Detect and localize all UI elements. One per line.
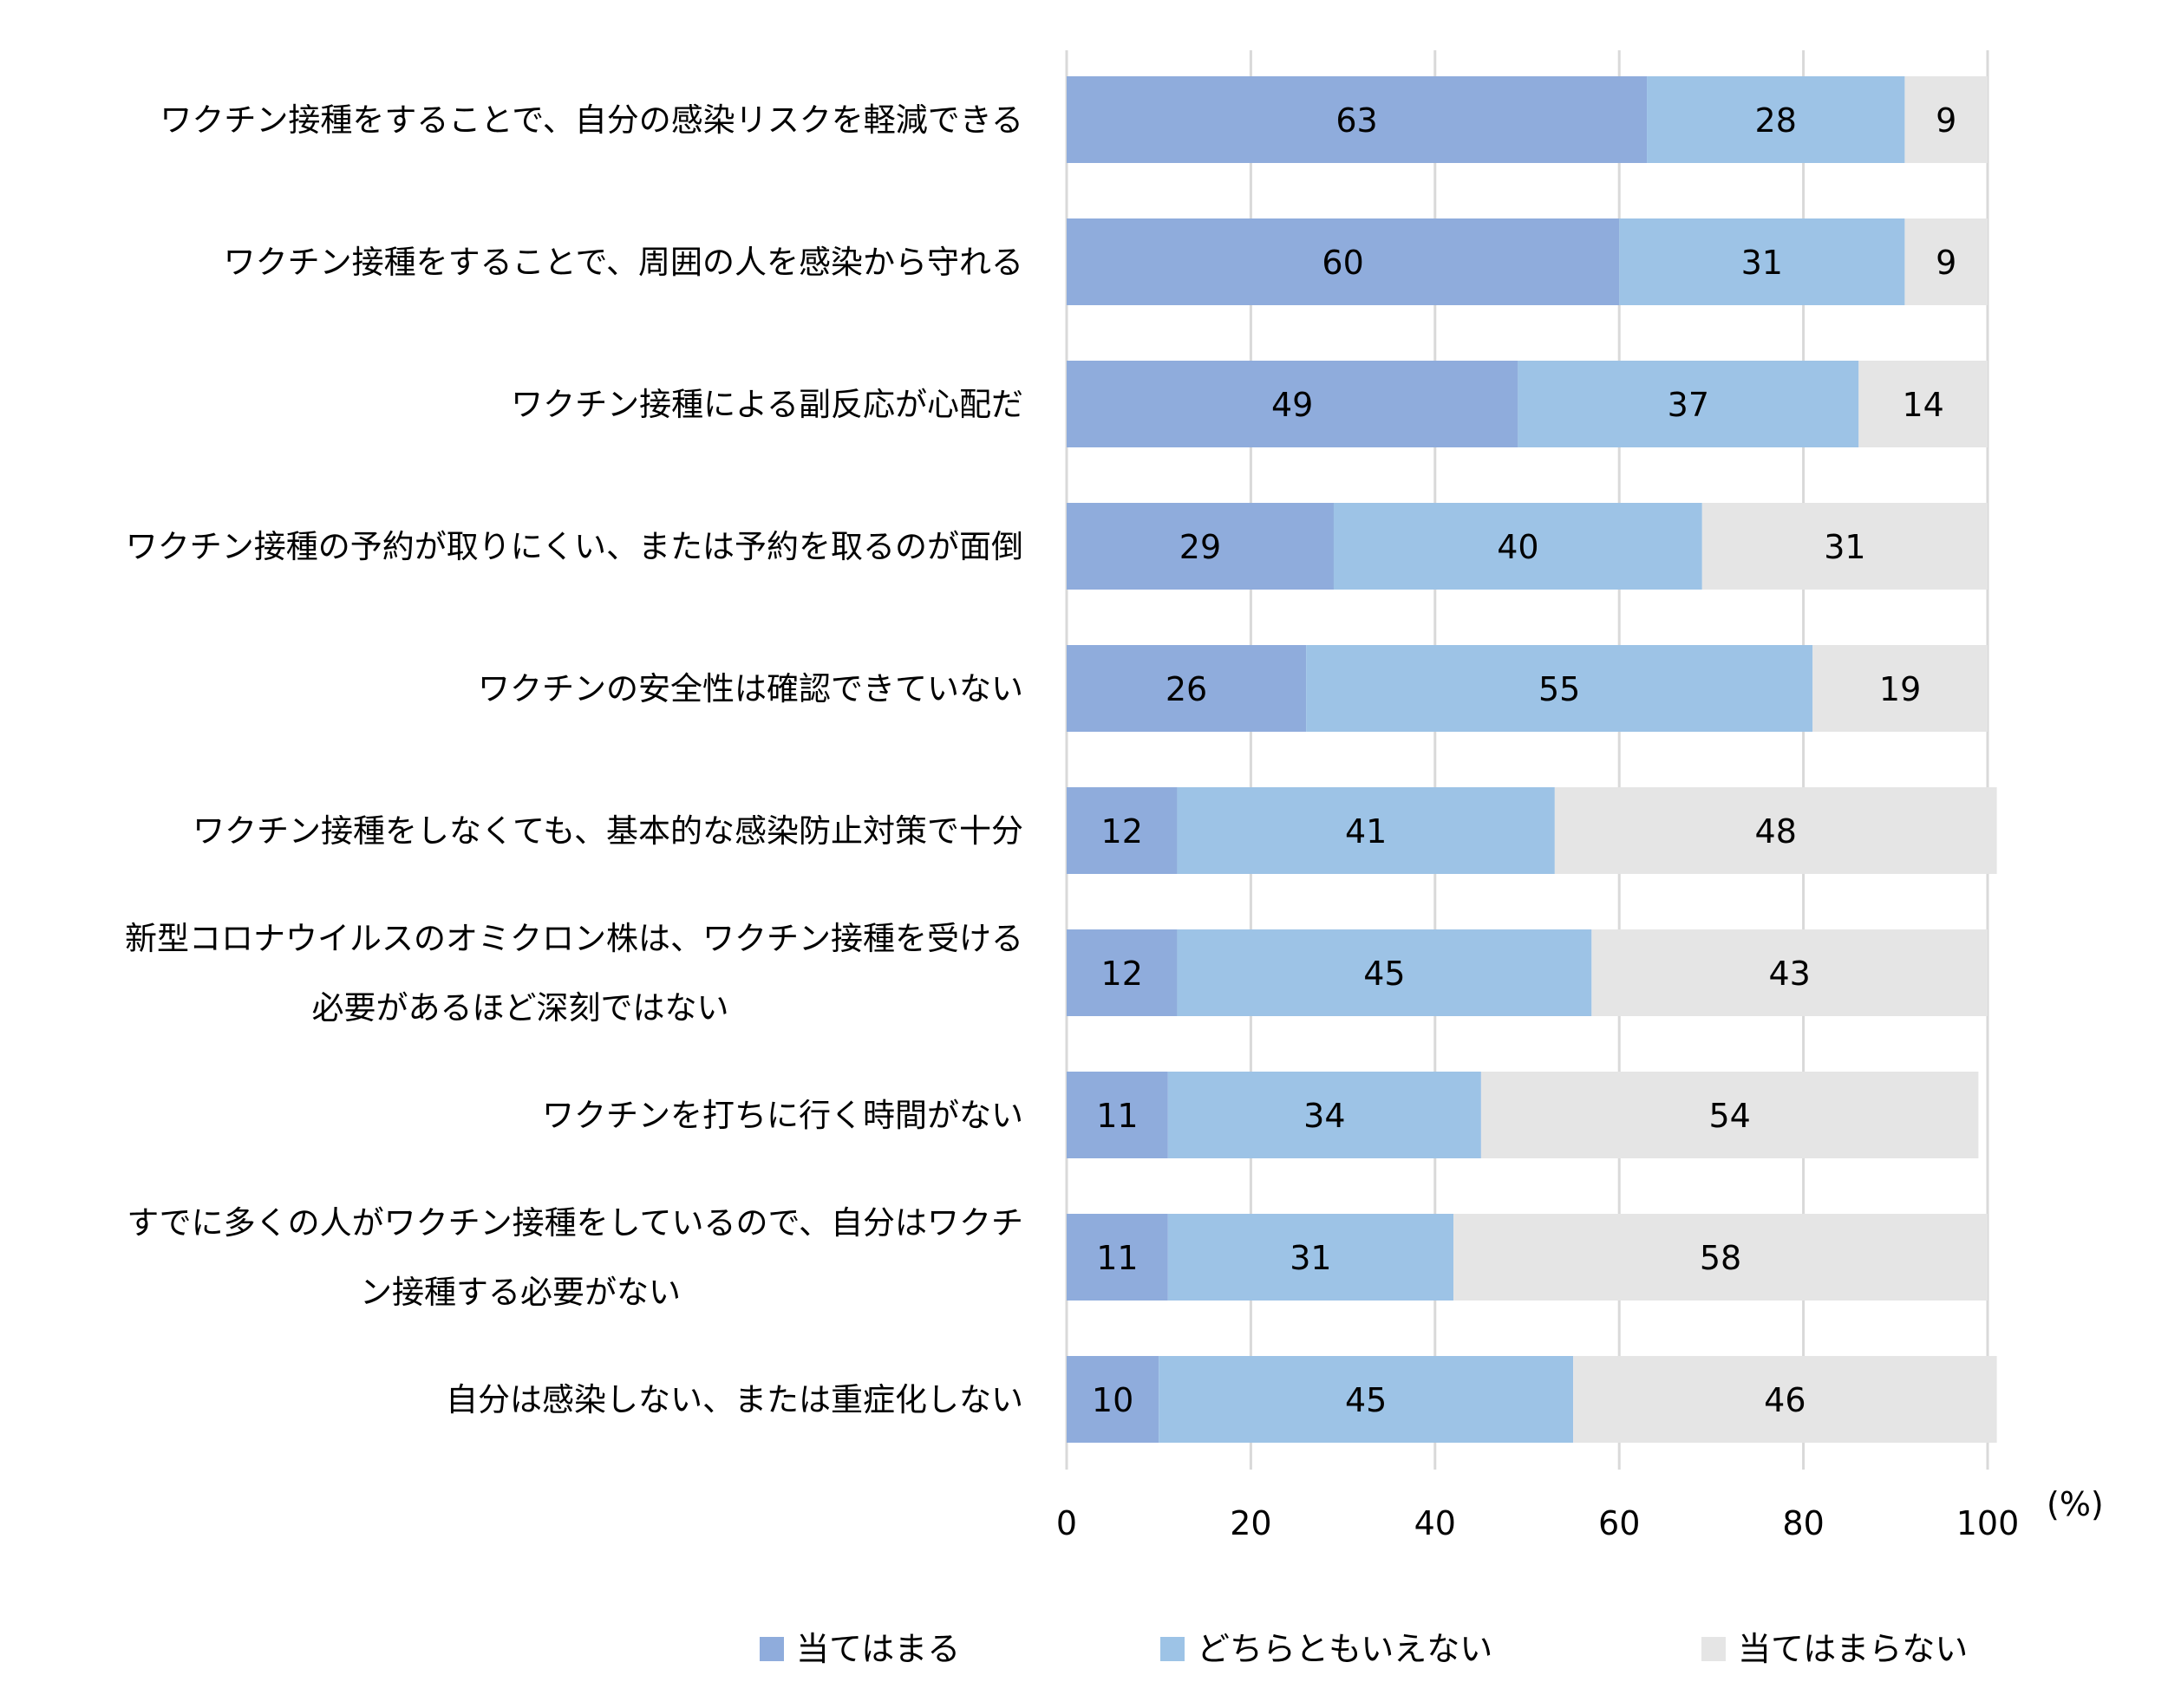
category-label: 新型コロナウイルスのオミクロン株は、ワクチン接種を受ける xyxy=(125,920,1023,957)
category-label: ワクチン接種による副反応が心配だ xyxy=(511,386,1023,423)
legend-swatch-neutral xyxy=(1160,1637,1185,1661)
legend-label-agree: 当てはまる xyxy=(796,1629,961,1668)
data-label: 29 xyxy=(1179,528,1221,566)
data-label: 31 xyxy=(1290,1239,1331,1277)
data-label: 31 xyxy=(1824,528,1865,566)
x-tick-label: 40 xyxy=(1414,1504,1456,1542)
bar-segment xyxy=(1518,361,1859,447)
bar-segment xyxy=(1177,929,1592,1016)
legend-label-disagree: 当てはまらない xyxy=(1738,1629,1969,1668)
data-label: 45 xyxy=(1345,1381,1387,1419)
bar-segment xyxy=(1167,1072,1481,1158)
category-label: 必要があるほど深刻ではない xyxy=(312,989,729,1027)
bar-segment xyxy=(1701,503,1988,590)
bar-segment xyxy=(1067,76,1648,163)
x-axis-ticks: 0 20 40 60 80 100 xyxy=(1056,1504,2019,1542)
category-label: ワクチン接種をしなくても、基本的な感染防止対策で十分 xyxy=(193,812,1023,850)
data-label: 63 xyxy=(1335,101,1377,140)
data-label: 60 xyxy=(1322,244,1363,282)
bar-segment xyxy=(1812,645,1988,732)
bar-segment xyxy=(1904,76,1988,163)
data-label: 41 xyxy=(1345,812,1387,851)
legend-item-agree: 当てはまる xyxy=(760,1620,960,1672)
bar-segment xyxy=(1453,1214,1988,1301)
bar-segment xyxy=(1904,218,1988,305)
data-label: 58 xyxy=(1700,1239,1741,1277)
data-label: 26 xyxy=(1166,670,1207,708)
data-label: 45 xyxy=(1363,955,1405,993)
legend: 当てはまる どちらともいえない 当てはまらない xyxy=(0,1620,2181,1672)
data-label: 14 xyxy=(1902,386,1943,424)
data-label: 19 xyxy=(1879,670,1921,708)
category-label: ワクチンの安全性は確認できていない xyxy=(478,670,1023,707)
bar-segment xyxy=(1067,503,1334,590)
category-label: 自分は感染しない、または重症化しない xyxy=(446,1381,1023,1418)
category-label: すでに多くの人がワクチン接種をしているので、自分はワクチ xyxy=(127,1204,1023,1242)
category-label: ン接種する必要がない xyxy=(360,1274,681,1311)
legend-label-neutral: どちらともいえない xyxy=(1197,1629,1493,1668)
bar-segment xyxy=(1177,787,1555,874)
bar-segment xyxy=(1067,218,1620,305)
data-label: 12 xyxy=(1101,812,1143,851)
data-label: 9 xyxy=(1936,101,1956,140)
category-label: ワクチン接種をすることで、周囲の人を感染から守れる xyxy=(224,244,1023,281)
category-label: ワクチン接種の予約が取りにくい、または予約を取るのが面倒 xyxy=(126,528,1023,565)
x-axis-unit-label: (%) xyxy=(2047,1485,2104,1523)
data-label: 34 xyxy=(1303,1097,1345,1135)
bar-segment xyxy=(1554,787,1997,874)
x-tick-label: 20 xyxy=(1230,1504,1271,1542)
bar-segment xyxy=(1067,361,1518,447)
data-label: 55 xyxy=(1538,670,1580,708)
data-label: 11 xyxy=(1096,1097,1138,1135)
legend-item-neutral: どちらともいえない xyxy=(1160,1620,1492,1672)
bar-segment xyxy=(1067,1072,1168,1158)
bar-segment xyxy=(1067,1356,1159,1443)
data-label: 40 xyxy=(1497,528,1538,566)
bar-segment xyxy=(1647,76,1905,163)
category-label: ワクチンを打ちに行く時間がない xyxy=(542,1097,1023,1134)
legend-swatch-disagree xyxy=(1701,1637,1726,1661)
bar-segment xyxy=(1067,787,1178,874)
data-label: 37 xyxy=(1668,386,1709,424)
x-tick-label: 80 xyxy=(1782,1504,1824,1542)
x-tick-label: 100 xyxy=(1956,1504,2020,1542)
bar-segment xyxy=(1067,645,1307,732)
data-label: 43 xyxy=(1768,955,1810,993)
data-label: 11 xyxy=(1096,1239,1138,1277)
data-label: 48 xyxy=(1755,812,1797,851)
data-label: 49 xyxy=(1271,386,1313,424)
data-label: 28 xyxy=(1755,101,1797,140)
category-label: ワクチン接種をすることで、自分の感染リスクを軽減できる xyxy=(160,101,1023,139)
x-tick-label: 60 xyxy=(1598,1504,1640,1542)
bar-segment xyxy=(1333,503,1702,590)
data-label: 31 xyxy=(1741,244,1783,282)
data-label: 46 xyxy=(1764,1381,1806,1419)
bar-segment xyxy=(1067,1214,1168,1301)
data-label: 54 xyxy=(1708,1097,1750,1135)
bar-segment xyxy=(1159,1356,1574,1443)
category-labels: ワクチン接種をすることで、自分の感染リスクを軽減できるワクチン接種をすることで、… xyxy=(125,101,1023,1418)
bar-segment xyxy=(1858,361,1988,447)
legend-swatch-agree xyxy=(760,1637,784,1661)
data-label: 12 xyxy=(1101,955,1143,993)
bar-segment xyxy=(1167,1214,1454,1301)
bar-segment xyxy=(1306,645,1813,732)
bar-segment xyxy=(1067,929,1178,1016)
bars: 63 28 9 60 31 9 49 37 14 29 40 31 26 55 19 12 41 48 12 45 43… xyxy=(1067,76,1997,1443)
bar-segment xyxy=(1591,929,1988,1016)
data-label: 10 xyxy=(1092,1381,1133,1419)
bar-segment xyxy=(1573,1356,1997,1443)
x-tick-label: 0 xyxy=(1056,1504,1077,1542)
bar-segment xyxy=(1619,218,1905,305)
legend-item-disagree: 当てはまらない xyxy=(1701,1620,1968,1672)
data-label: 9 xyxy=(1936,244,1956,282)
bar-segment xyxy=(1480,1072,1979,1158)
